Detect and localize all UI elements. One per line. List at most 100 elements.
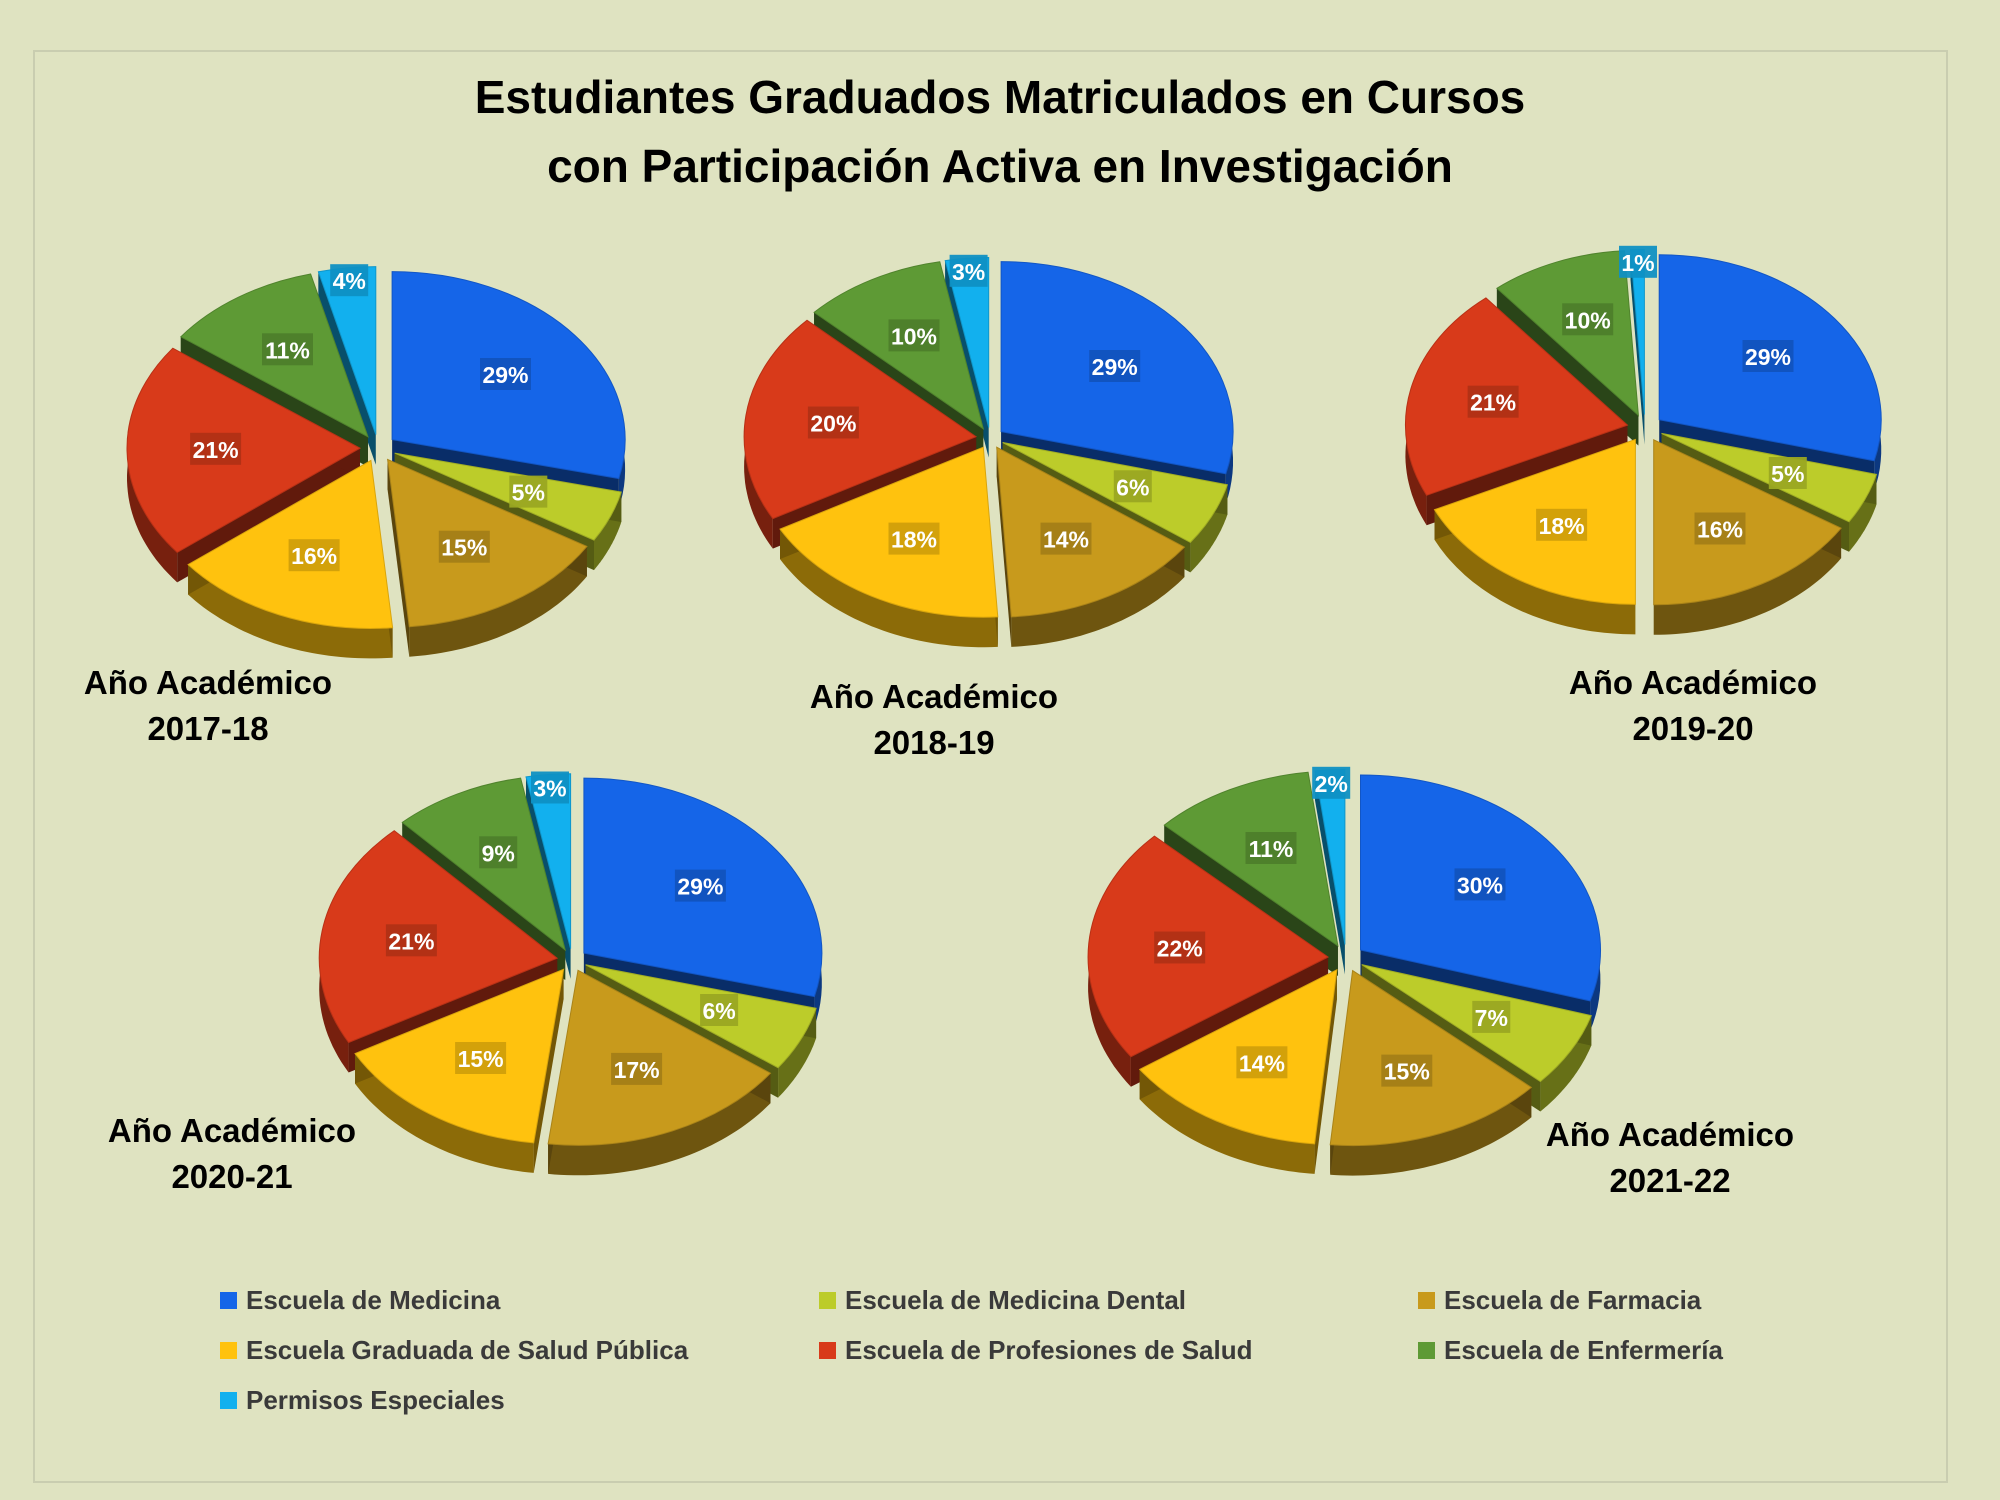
data-label: 3% (952, 259, 985, 285)
data-label-bg (1113, 470, 1152, 503)
pie-slice-edge (387, 459, 410, 657)
pie-title-line2: 2017-18 (147, 710, 269, 747)
pie-title-line1: Año Académico (809, 678, 1059, 715)
legend-item-permisos-especiales: Permisos Especiales (220, 1385, 505, 1416)
data-label: 10% (891, 323, 937, 349)
data-label-bg (509, 475, 548, 508)
data-label: 10% (1565, 307, 1611, 333)
pie-slice-wall (548, 1073, 771, 1176)
pie-slice-wall (1011, 547, 1185, 647)
data-label: 18% (1539, 513, 1585, 539)
pie-slice-wall (780, 529, 998, 648)
pie-slice-edge (996, 447, 1012, 647)
data-label-bg (190, 432, 242, 465)
data-label: 17% (614, 1057, 660, 1083)
pie-slice-escuela-de-profesiones-de-salud (126, 347, 362, 554)
legend-item-medicina-dental: Escuela de Medicina Dental (819, 1285, 1186, 1316)
data-label: 21% (193, 437, 239, 463)
pie-chart-2020-21: 29% 6% 17% 15% 21% 9% 3% (318, 771, 823, 1176)
legend-label: Escuela Graduada de Salud Pública (246, 1335, 689, 1365)
pie-slice-wall (355, 1053, 534, 1173)
legend-swatch (819, 1292, 836, 1309)
pie-slice-escuela-de-medicina-dental (394, 452, 622, 541)
data-label: 6% (1116, 474, 1149, 500)
pie-slice-edge (1630, 249, 1645, 445)
pie-slice-escuela-de-farmacia (1653, 439, 1842, 606)
legend-label: Escuela de Enfermería (1444, 1335, 1723, 1365)
chart-title-line2: con Participación Activa en Investigació… (547, 140, 1453, 192)
pie-title-line2: 2018-19 (873, 724, 995, 761)
pie-title-line1: Año Académico (1545, 1116, 1795, 1153)
legend-label: Escuela de Profesiones de Salud (845, 1335, 1253, 1365)
legend-swatch (1418, 1342, 1435, 1359)
data-label-bg (455, 1042, 507, 1074)
data-label-bg (1619, 245, 1657, 278)
data-label: 6% (702, 998, 735, 1024)
data-label: 7% (1475, 1005, 1508, 1031)
data-label: 20% (810, 411, 856, 437)
data-label-bg (674, 869, 726, 902)
data-label: 2% (1315, 771, 1348, 797)
pie-title-line2: 2020-21 (171, 1158, 293, 1195)
pie-slice-wall (1139, 1069, 1315, 1174)
data-label: 15% (441, 535, 487, 561)
chart-frame (33, 50, 1948, 1483)
legend-label: Escuela de Farmacia (1444, 1285, 1702, 1315)
pie-title-line2: 2021-22 (1609, 1162, 1731, 1199)
data-label-bg (1536, 508, 1588, 541)
legend-swatch (1418, 1292, 1435, 1309)
pie-title-2021-22: Año Académico 2021-22 (1510, 1112, 1830, 1204)
data-label: 1% (1621, 250, 1654, 276)
pie-slice-edge (533, 969, 564, 1173)
legend-swatch (220, 1392, 237, 1409)
data-label-bg (479, 836, 518, 869)
legend-item-profesiones-salud: Escuela de Profesiones de Salud (819, 1335, 1252, 1366)
data-label: 15% (1384, 1059, 1430, 1085)
data-label-bg (1236, 1046, 1288, 1079)
data-label: 5% (512, 480, 545, 506)
pie-title-line1: Año Académico (1568, 664, 1818, 701)
data-label-bg (949, 254, 988, 287)
data-label-bg (480, 358, 531, 390)
data-label: 5% (1771, 461, 1804, 487)
data-label-bg (1312, 766, 1351, 799)
data-label-bg (262, 333, 313, 366)
data-label: 4% (333, 268, 366, 294)
pie-title-2017-18: Año Académico 2017-18 (48, 660, 368, 752)
legend-item-medicina: Escuela de Medicina (220, 1285, 500, 1316)
data-label: 14% (1043, 527, 1089, 553)
data-label: 21% (388, 928, 434, 954)
data-label: 29% (1092, 354, 1138, 380)
legend-swatch (220, 1292, 237, 1309)
data-label: 11% (1249, 836, 1294, 862)
chart-title-line1: Estudiantes Graduados Matriculados en Cu… (474, 71, 1526, 123)
data-label-bg (888, 319, 940, 352)
legend-label: Escuela de Medicina (246, 1285, 501, 1315)
data-label-bg (1562, 303, 1614, 336)
legend-swatch (819, 1342, 836, 1359)
data-label-bg (611, 1052, 663, 1085)
data-label: 29% (677, 874, 723, 900)
data-label: 18% (891, 527, 937, 553)
data-label-bg (1154, 931, 1206, 964)
legend: Escuela de Medicina Escuela de Medicina … (220, 1285, 1820, 1445)
data-label-bg (1089, 350, 1141, 382)
data-label-bg (1472, 1000, 1511, 1033)
data-label: 16% (291, 543, 337, 569)
data-label-bg (1768, 457, 1807, 489)
pie-slice-edge (318, 271, 376, 465)
data-label-bg (531, 771, 569, 804)
pie-title-2018-19: Año Académico 2018-19 (774, 674, 1094, 766)
pie-slice-escuela-de-profesiones-de-salud (743, 319, 978, 520)
data-label-bg (438, 530, 490, 563)
pie-chart-2019-20: 29% 5% 16% 18% 21% 10% 1% (1404, 245, 1882, 635)
pie-chart-2018-19: 29% 6% 14% 18% 20% 10% 3% (743, 254, 1234, 648)
data-label-bg (700, 994, 739, 1026)
pie-slice-wall (188, 564, 393, 659)
data-label: 29% (1745, 344, 1791, 370)
pie-slice-wall (409, 546, 587, 657)
pie-slice-wall (1653, 528, 1842, 635)
pie-title-line2: 2019-20 (1632, 710, 1754, 747)
pie-title-line1: Año Académico (83, 664, 333, 701)
